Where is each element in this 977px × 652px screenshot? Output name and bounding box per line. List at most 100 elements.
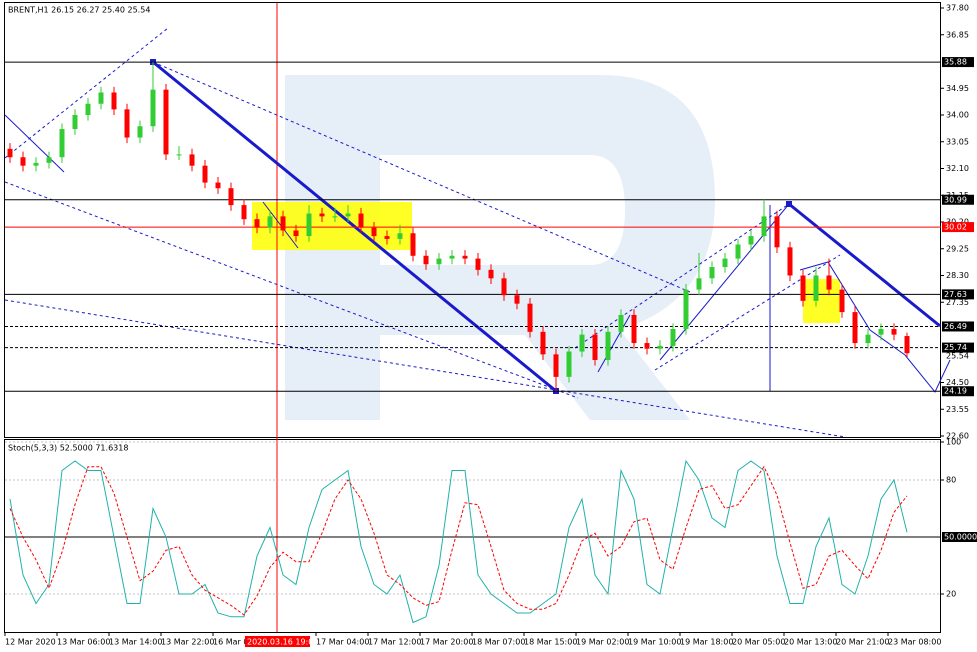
x-tick-label: 13 Mar 06:00 bbox=[57, 638, 110, 647]
candle-body bbox=[631, 314, 637, 344]
level-tag bbox=[942, 289, 974, 300]
x-tick-label: 13 Mar 14:00 bbox=[109, 638, 162, 647]
y-tick-label: 29.25 bbox=[946, 244, 969, 253]
candle-body bbox=[761, 216, 767, 237]
candle-body bbox=[449, 255, 455, 259]
candle-body bbox=[800, 275, 806, 301]
level-tag bbox=[942, 321, 974, 332]
crosshair-tag bbox=[245, 636, 310, 647]
candle-body bbox=[384, 236, 390, 239]
candle-body bbox=[878, 329, 884, 335]
x-tick-label: 23 Mar 08:00 bbox=[888, 638, 941, 647]
wave-line bbox=[597, 314, 631, 373]
x-tick-label: 19 Mar 10:00 bbox=[628, 638, 681, 647]
stoch-line bbox=[9, 459, 908, 624]
y-tick-label: 36.85 bbox=[946, 30, 969, 39]
level-label: 50.0000 bbox=[944, 533, 977, 542]
candle-body bbox=[540, 331, 546, 355]
x-tick-label: 17 Mar 04:00 bbox=[316, 638, 369, 647]
candle-body bbox=[748, 236, 754, 245]
y-tick-label: 28.30 bbox=[946, 271, 969, 280]
candle-body bbox=[839, 289, 845, 313]
level-label: 27.63 bbox=[944, 290, 967, 299]
candle-body bbox=[371, 227, 377, 237]
candle-body bbox=[423, 255, 429, 265]
candle-body bbox=[618, 314, 624, 332]
candle-body bbox=[774, 216, 780, 248]
level-tag bbox=[942, 342, 974, 353]
wave-line bbox=[799, 261, 951, 393]
x-tick-label: 12 Mar 2020 bbox=[5, 638, 56, 647]
x-tick-label: 16 Mar 06: bbox=[213, 638, 256, 647]
candle-body bbox=[696, 278, 702, 290]
candle-body bbox=[202, 165, 208, 183]
candle-body bbox=[813, 275, 819, 301]
candle-body bbox=[33, 162, 39, 166]
x-tick-label: 19 Mar 02:00 bbox=[576, 638, 629, 647]
y-tick-label: 37.80 bbox=[946, 4, 969, 13]
x-tick-label: 17 Mar 20:00 bbox=[420, 638, 473, 647]
candle-body bbox=[293, 230, 299, 237]
candle-body bbox=[865, 334, 871, 344]
candle-body bbox=[72, 115, 78, 130]
candle-body bbox=[709, 267, 715, 279]
y-tick-label: 30.20 bbox=[946, 218, 969, 227]
stoch-panel bbox=[4, 439, 941, 633]
candle-body bbox=[280, 216, 286, 231]
level-label: 30.02 bbox=[944, 223, 967, 232]
channel-line bbox=[4, 299, 846, 438]
annotations bbox=[4, 3, 951, 632]
candle-body bbox=[501, 278, 507, 296]
candle-body bbox=[683, 289, 689, 329]
level-label: 24.19 bbox=[944, 387, 967, 396]
y-tick-label: 80 bbox=[946, 476, 956, 485]
candle-body bbox=[306, 213, 312, 237]
candle-body bbox=[462, 255, 468, 259]
candle-body bbox=[605, 331, 611, 360]
candle-body bbox=[189, 154, 195, 166]
candle-body bbox=[644, 343, 650, 349]
y-tick-label: 33.05 bbox=[946, 137, 969, 146]
candle-body bbox=[553, 354, 559, 377]
y-tick-label: 32.10 bbox=[946, 164, 969, 173]
x-tick-label: 20 Mar 21:00 bbox=[836, 638, 889, 647]
candle-body bbox=[579, 334, 585, 352]
candle-body bbox=[410, 233, 416, 256]
candle-body bbox=[345, 213, 351, 217]
candle-body bbox=[891, 329, 897, 335]
candle-body bbox=[241, 205, 247, 220]
level-label: 25.74 bbox=[944, 343, 967, 352]
channel-line bbox=[654, 254, 841, 371]
candle-body bbox=[150, 89, 156, 127]
candle-body bbox=[267, 216, 273, 228]
candle-body bbox=[137, 126, 143, 138]
level-label: 35.88 bbox=[944, 58, 967, 67]
candle-body bbox=[176, 154, 182, 156]
stoch-line bbox=[9, 465, 908, 616]
candle-body bbox=[514, 295, 520, 304]
candle-body bbox=[657, 345, 663, 349]
candle-body bbox=[787, 247, 793, 276]
wave-line bbox=[659, 203, 790, 361]
y-tick-label: 24.50 bbox=[946, 378, 969, 387]
candle-body bbox=[215, 182, 221, 189]
level-label: 30.99 bbox=[944, 195, 967, 204]
candle-body bbox=[20, 157, 26, 166]
candle-body bbox=[228, 188, 234, 206]
trend-line bbox=[152, 60, 557, 393]
price-title: BRENT,H1 26.15 26.27 25.40 25.54 bbox=[8, 6, 150, 15]
anchor bbox=[786, 201, 792, 207]
channel-line bbox=[4, 27, 169, 159]
x-tick-label: 17 Mar 12:00 bbox=[368, 638, 421, 647]
candle-body bbox=[319, 213, 325, 217]
candle-body bbox=[592, 334, 598, 360]
candle-body bbox=[566, 351, 572, 377]
candle-body bbox=[826, 275, 832, 290]
level-tag bbox=[942, 386, 974, 397]
zone bbox=[803, 279, 840, 323]
candle-body bbox=[488, 269, 494, 279]
y-tick-label: 27.35 bbox=[946, 298, 969, 307]
candle-body bbox=[124, 109, 130, 138]
y-tick-label: 20 bbox=[946, 590, 956, 599]
channel-line bbox=[152, 61, 691, 293]
